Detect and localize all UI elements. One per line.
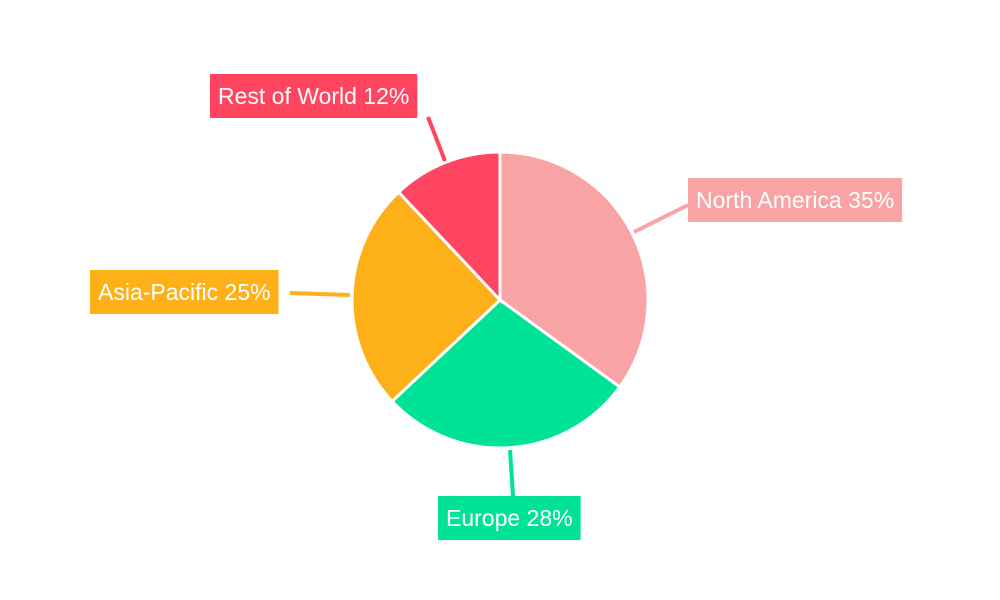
pie-slice-rest-of-world[interactable] <box>396 150 502 304</box>
data-label-rest-of-world: Rest of World 12% <box>210 74 418 118</box>
data-label-text: Rest of World 12% <box>218 83 409 109</box>
data-label-text: Europe 28% <box>446 505 573 531</box>
leader-line-rest-of-world <box>426 116 447 162</box>
data-label-box <box>688 178 903 222</box>
data-label-box <box>210 74 418 118</box>
data-label-europe: Europe 28% <box>438 496 581 540</box>
data-label-box <box>90 270 279 314</box>
data-label-box <box>438 496 581 540</box>
pie-slice-europe[interactable] <box>389 298 622 450</box>
leader-line-north-america <box>633 203 689 234</box>
leader-line-europe <box>508 449 515 497</box>
pie-slice-asia-pacific[interactable] <box>350 189 503 404</box>
pie-slice-north-america[interactable] <box>498 150 650 390</box>
data-label-text: Asia-Pacific 25% <box>98 279 271 305</box>
data-label-text: North America 35% <box>696 187 894 213</box>
leader-line-asia-pacific <box>289 291 351 297</box>
data-label-asia-pacific: Asia-Pacific 25% <box>90 270 279 314</box>
data-label-north-america: North America 35% <box>688 178 903 222</box>
